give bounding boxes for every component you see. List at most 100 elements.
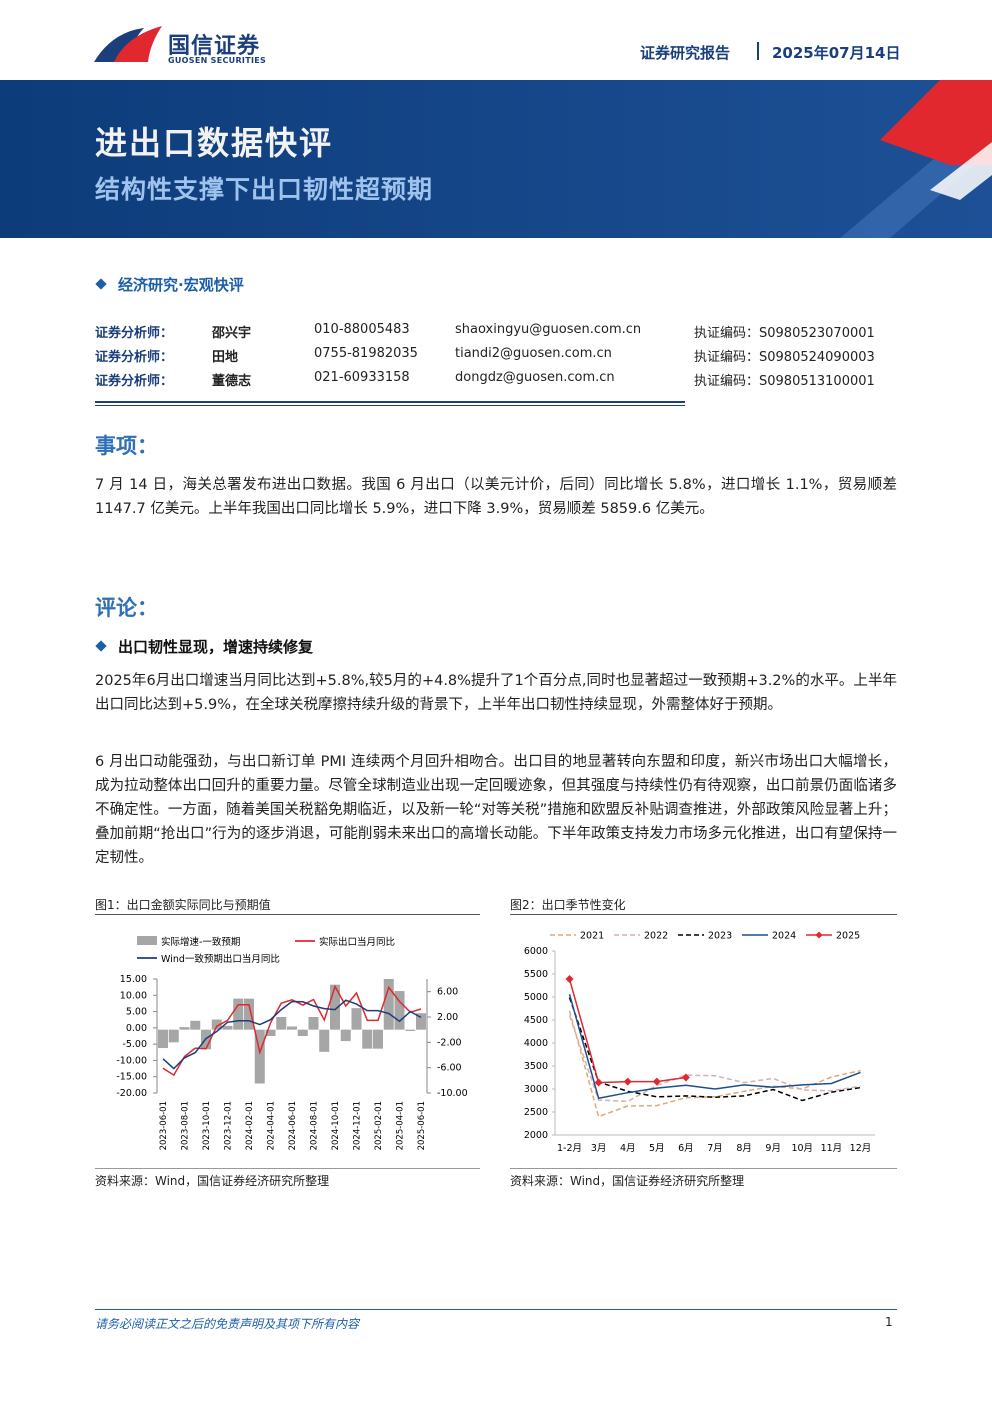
bar — [190, 1020, 201, 1030]
figure-caption: 图2：出口季节性变化 — [510, 898, 626, 912]
page-number: 1 — [885, 1315, 893, 1329]
data-line — [568, 993, 861, 1100]
bar — [168, 1029, 179, 1043]
analyst-license: 执证编码：S0980523070001 — [694, 326, 875, 341]
report-subtitle: 结构性支撑下出口韧性超预期 — [95, 175, 434, 204]
legend-label: 2023 — [708, 931, 732, 942]
bar — [222, 1025, 233, 1030]
subheading: 出口韧性显现，增速持续修复 — [118, 638, 314, 656]
analyst-name: 邵兴宇 — [212, 326, 252, 341]
y-tick-label: 5500 — [524, 969, 548, 980]
x-tick-label: 7月 — [707, 1143, 723, 1154]
analyst-license: 执证编码：S0980524090003 — [694, 350, 875, 365]
data-line — [568, 997, 861, 1102]
x-tick-label: 4月 — [620, 1143, 636, 1154]
analyst-email: tiandi2@guosen.com.cn — [455, 346, 612, 361]
analyst-phone: 021-60933158 — [314, 370, 410, 385]
bar — [158, 1029, 168, 1049]
x-tick-label: 12月 — [850, 1143, 872, 1154]
report-title: 进出口数据快评 — [95, 124, 334, 162]
y-tick-label: 3500 — [524, 1061, 548, 1072]
y-tick-label: 3000 — [524, 1084, 548, 1095]
legend-label: 实际增速-一致预期 — [161, 936, 240, 948]
x-tick-label: 3月 — [591, 1143, 607, 1154]
bar — [330, 984, 340, 1030]
x-tick-label: 2023-06-01 — [159, 1101, 169, 1150]
analyst-role: 证券分析师： — [95, 326, 174, 341]
rule — [95, 914, 480, 915]
figure-source: 资料来源：Wind，国信证券经济研究所整理 — [95, 1174, 330, 1188]
legend-label: 2024 — [772, 931, 796, 942]
y-tick-label: 2000 — [524, 1130, 548, 1141]
analyst-role: 证券分析师： — [95, 350, 174, 365]
analyst-email: dongdz@guosen.com.cn — [455, 370, 615, 385]
x-tick-label: 2024-06-01 — [288, 1101, 298, 1150]
data-line — [568, 1015, 861, 1103]
data-point — [623, 1077, 632, 1086]
bar — [340, 1029, 351, 1042]
rule — [95, 1168, 480, 1169]
section-heading: 评论： — [95, 596, 158, 620]
data-point — [652, 1077, 661, 1086]
section-heading: 事项： — [95, 434, 158, 458]
x-tick-label: 6月 — [678, 1143, 694, 1154]
y-tick-label: 0.00 — [126, 1023, 147, 1034]
category: 经济研究·宏观快评 — [118, 276, 244, 294]
x-tick-label: 2025-02-01 — [374, 1101, 384, 1150]
data-point — [681, 1073, 690, 1082]
y-tick-label: 5.00 — [126, 1007, 147, 1018]
x-tick-label: 2024-10-01 — [331, 1101, 341, 1150]
bar — [383, 979, 394, 1030]
y2-tick-label: 2.00 — [437, 1012, 458, 1023]
data-line — [162, 984, 422, 1077]
y2-tick-label: 6.00 — [437, 987, 458, 998]
analyst-phone: 0755-81982035 — [314, 346, 418, 361]
legend-swatch — [137, 936, 157, 945]
x-tick-label: 2023-10-01 — [202, 1101, 212, 1150]
analyst-name: 董德志 — [212, 374, 252, 389]
bar — [287, 1026, 297, 1030]
paragraph: 7 月 14 日，海关总署发布进出口数据。我国 6 月出口（以美元计价，后同）同… — [95, 477, 897, 517]
figure-source: 资料来源：Wind，国信证券经济研究所整理 — [510, 1174, 745, 1188]
x-tick-label: 2023-08-01 — [181, 1101, 191, 1150]
x-tick-label: 2024-02-01 — [245, 1101, 255, 1150]
y2-tick-label: -2.00 — [437, 1037, 462, 1048]
x-tick-label: 10月 — [791, 1143, 813, 1154]
bar — [265, 1029, 276, 1036]
analyst-email: shaoxingyu@guosen.com.cn — [455, 322, 642, 337]
x-tick-label: 11月 — [821, 1143, 843, 1154]
y-tick-label: 5000 — [524, 992, 548, 1003]
rule — [95, 405, 685, 406]
data-line — [162, 999, 422, 1070]
analyst-role: 证券分析师： — [95, 374, 174, 389]
disclaimer: 请务必阅读正文之后的免责声明及其项下所有内容 — [95, 1317, 360, 1331]
legend-label: Wind一致预期出口当月同比 — [161, 953, 280, 965]
x-tick-label: 2024-04-01 — [267, 1101, 277, 1150]
bar — [297, 1029, 308, 1036]
figure-caption: 图1：出口金额实际同比与预期值 — [95, 898, 271, 912]
data-point — [594, 1078, 603, 1087]
data-line — [568, 978, 687, 1084]
analyst-phone: 010-88005483 — [314, 322, 410, 337]
bar — [211, 1019, 222, 1030]
rule — [95, 401, 685, 403]
bullet — [95, 640, 107, 652]
chart: 6000 5500 5000 4500 4000 3500 3000 2500 2000 1-2月… — [524, 931, 875, 1154]
x-tick-label: 2024-12-01 — [353, 1101, 363, 1150]
legend-label: 2025 — [836, 931, 860, 942]
legend-label: 2021 — [580, 931, 604, 942]
x-tick-label: 2025-04-01 — [396, 1101, 406, 1150]
x-tick-label: 8月 — [736, 1143, 752, 1154]
y-tick-label: 2500 — [524, 1107, 548, 1118]
logo-mark — [94, 26, 162, 62]
y-tick-label: 6000 — [524, 946, 548, 957]
paragraph: 2025年6月出口增速当月同比达到+5.8%,较5月的+4.8%提升了1个百分点… — [95, 673, 897, 713]
report-type: 证券研究报告 — [640, 44, 731, 62]
chart: 15.00 10.00 5.00 0.00 -5.00 -10.00 -15.00 -20.0… — [116, 936, 468, 1150]
bar — [179, 1027, 190, 1030]
bar — [276, 1017, 287, 1030]
y-tick-label: -10.00 — [116, 1055, 147, 1066]
x-tick-label: 9月 — [765, 1143, 781, 1154]
x-tick-label: 2023-12-01 — [224, 1101, 234, 1150]
rule — [95, 1309, 897, 1310]
